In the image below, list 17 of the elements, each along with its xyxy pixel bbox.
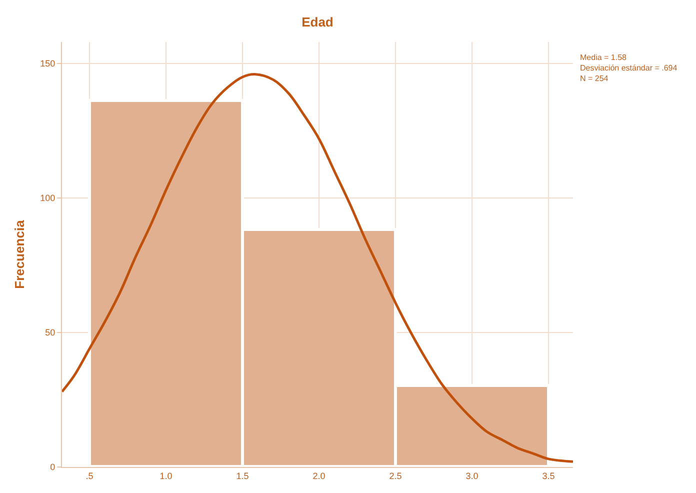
- y-tick-label: 100: [40, 193, 56, 204]
- line-series: [62, 73, 573, 463]
- text: Desviación estándar = .694: [580, 63, 678, 72]
- y-tick-label: 50: [45, 328, 56, 338]
- text: N = 254: [580, 74, 609, 83]
- chart-title: Edad: [302, 14, 334, 30]
- y-axis-title: Frecuencia: [12, 219, 28, 289]
- x-tick-label: 2.0: [312, 470, 326, 481]
- text: Media = 1.58: [580, 53, 628, 62]
- x-tick-label: .5: [86, 470, 94, 481]
- y-tick-label: 150: [40, 58, 56, 69]
- x-tick-label: 3.0: [466, 470, 478, 481]
- x-tick-label: 1.5: [236, 470, 249, 481]
- y-tick-label: 0: [50, 462, 56, 472]
- x-tick-label: 1.0: [160, 470, 172, 481]
- x-tick-label: 3.5: [542, 470, 555, 481]
- x-tick-label: 2.5: [389, 470, 402, 481]
